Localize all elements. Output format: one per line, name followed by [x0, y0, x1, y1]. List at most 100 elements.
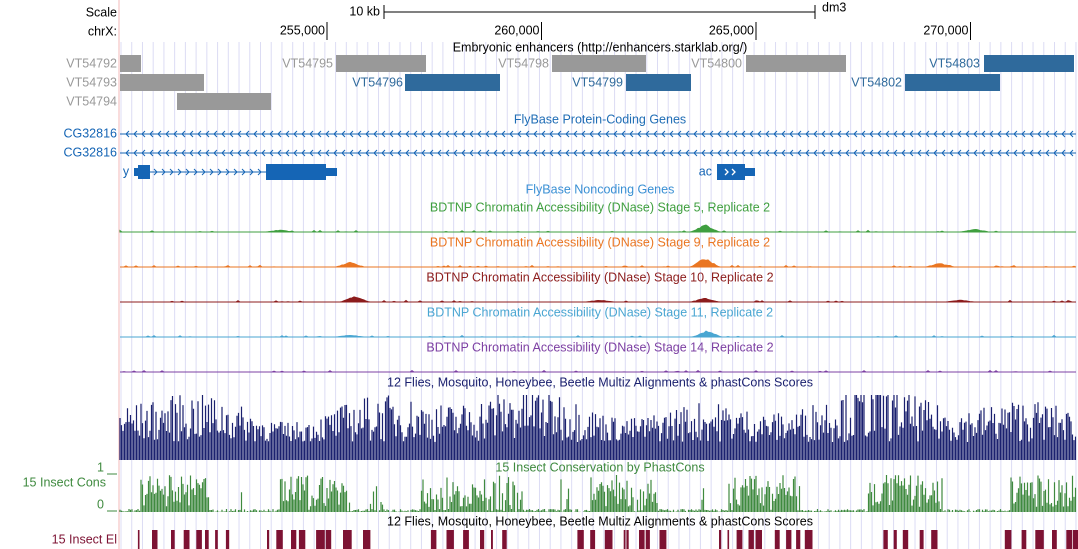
element-block [590, 530, 596, 549]
enhancer-box [336, 55, 426, 72]
element-block [1072, 530, 1078, 549]
enhancer-label: VT54792 [66, 56, 117, 70]
enhancer-label: VT54799 [572, 75, 623, 89]
element-block [883, 530, 888, 549]
strand-arrows [153, 168, 262, 176]
enhancer-box [405, 74, 500, 91]
axis-label: 1 [97, 460, 104, 474]
utr [326, 168, 337, 176]
element-block [267, 530, 270, 549]
alignment-bars [119, 395, 1077, 460]
signal [120, 330, 1076, 338]
element-block [1021, 530, 1027, 549]
transcript-label: CG32816 [63, 145, 117, 159]
element-block [152, 530, 158, 549]
element-block [502, 530, 507, 549]
track-title: BDTNP Chromatin Accessibility (DNase) St… [430, 235, 770, 249]
element-block [902, 530, 909, 549]
enhancer-label: VT54794 [66, 94, 117, 108]
element-block [363, 530, 371, 549]
element-block [786, 530, 792, 549]
enhancer-box [626, 74, 691, 91]
signal [119, 224, 1076, 233]
element-block [171, 530, 175, 549]
element-block [748, 530, 754, 549]
strand-arrows [125, 149, 1074, 157]
element-block [446, 530, 454, 549]
strand-arrows [724, 168, 736, 176]
element-block [577, 530, 584, 549]
ruler-tick-label: 270,000 [923, 23, 968, 37]
track-title: BDTNP Chromatin Accessibility (DNase) St… [430, 200, 770, 214]
enhancer-box [746, 55, 846, 72]
element-block [639, 530, 645, 549]
exon [266, 164, 326, 180]
enhancer-label: VT54800 [691, 56, 742, 70]
track-label: 15 Insect El [52, 532, 117, 546]
exon [717, 164, 745, 180]
enhancer-box [552, 55, 646, 72]
element-block [480, 530, 485, 549]
element-block [796, 530, 801, 549]
element-block [1066, 530, 1072, 549]
signal [120, 296, 1076, 303]
element-block [755, 530, 762, 549]
element-block [931, 530, 938, 549]
enhancer-box [120, 74, 204, 91]
enhancer-label: VT54793 [66, 75, 117, 89]
scale-bar [383, 5, 816, 19]
element-block [205, 530, 209, 549]
element-block [1052, 530, 1057, 549]
element-block [719, 530, 722, 549]
element-block [893, 530, 897, 549]
chrom-label: chrX: [88, 24, 117, 38]
element-block [215, 530, 218, 549]
signal [120, 259, 1077, 268]
enhancer-label: VT54795 [282, 56, 333, 70]
enhancer-label: VT54796 [352, 75, 403, 89]
axis-label: 0 [97, 497, 104, 511]
element-block [225, 530, 230, 549]
element-block [774, 530, 780, 549]
element-block [1004, 530, 1012, 549]
conservation-bars [119, 475, 1077, 512]
strand-arrows [125, 130, 1074, 138]
track-title: BDTNP Chromatin Accessibility (DNase) St… [426, 340, 773, 354]
enhancer-box [905, 74, 1000, 91]
element-block [325, 530, 332, 549]
utr [134, 168, 138, 176]
element-block [343, 530, 352, 549]
element-block [804, 530, 813, 549]
enhancer-box [984, 55, 1074, 72]
element-block [623, 530, 626, 549]
element-block [183, 530, 190, 549]
ruler-tick-label: 265,000 [709, 23, 754, 37]
exon [138, 165, 150, 179]
element-block [919, 530, 924, 549]
element-block [626, 530, 629, 549]
enhancer-label: VT54802 [851, 75, 902, 89]
element-block [645, 530, 650, 549]
element-block [276, 530, 283, 549]
element-block [196, 530, 202, 549]
track-title: FlyBase Noncoding Genes [526, 182, 675, 196]
track-title: FlyBase Protein-Coding Genes [514, 112, 686, 126]
gene-label: ac [699, 164, 712, 178]
signal [120, 369, 1076, 373]
element-block [604, 530, 613, 549]
utr [745, 168, 755, 176]
element-block [298, 530, 306, 549]
enhancer-label: VT54798 [498, 56, 549, 70]
element-block [1035, 530, 1044, 549]
element-block [291, 530, 297, 549]
track-title: BDTNP Chromatin Accessibility (DNase) St… [427, 305, 773, 319]
element-block [659, 530, 667, 549]
track-title: 12 Flies, Mosquito, Honeybee, Beetle Mul… [387, 375, 813, 389]
scale-bar-label: 10 kb [349, 4, 380, 18]
track-title: Embryonic enhancers (http://enhancers.st… [453, 40, 748, 54]
assembly-label: dm3 [822, 0, 846, 14]
element-block [491, 530, 493, 549]
ruler-tick-label: 260,000 [494, 23, 539, 37]
enhancer-box [177, 93, 271, 110]
track-title: BDTNP Chromatin Accessibility (DNase) St… [426, 270, 773, 284]
